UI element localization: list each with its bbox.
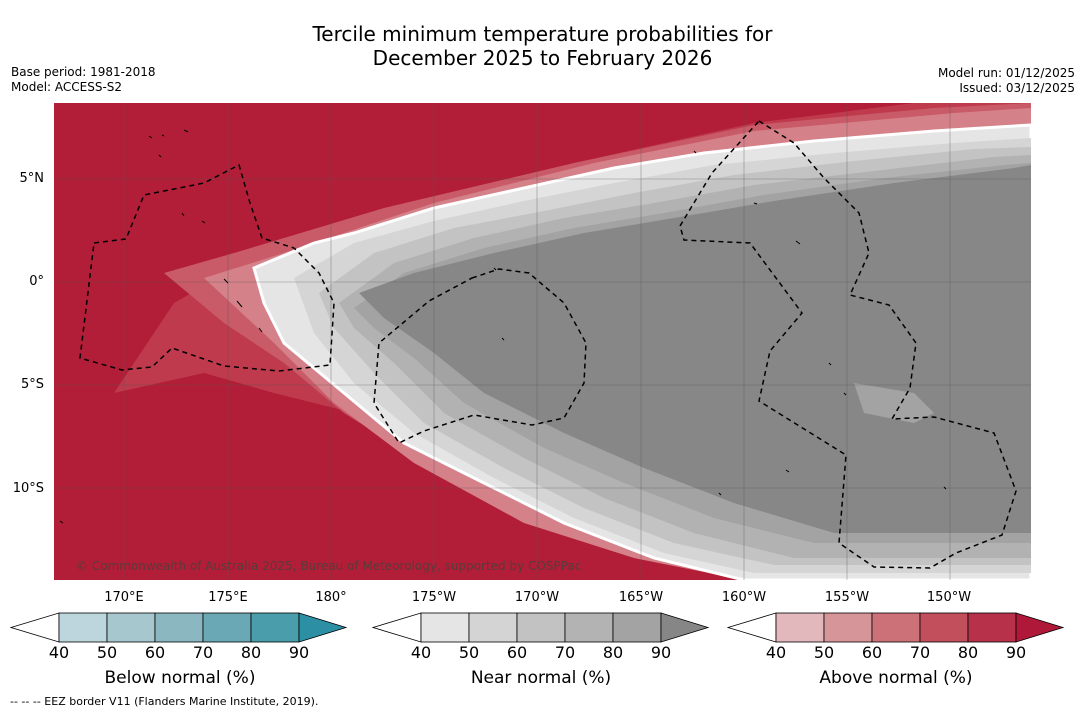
cb-near-tick-60: 60 — [506, 643, 528, 662]
colorbar-above-normal — [727, 612, 1065, 643]
lon-label-165w: 165°W — [618, 590, 664, 605]
eez-footnote: -- -- -- EEZ border V11 (Flanders Marine… — [10, 695, 319, 708]
metadata-left: Base period: 1981-2018 Model: ACCESS-S2 — [11, 65, 156, 95]
cb-below-tick-60: 60 — [144, 643, 166, 662]
probability-map — [54, 103, 1031, 580]
island-specks — [59, 129, 947, 524]
base-period: Base period: 1981-2018 — [11, 65, 156, 79]
cb-below-tick-90: 90 — [288, 643, 310, 662]
colorbar-above-swatch-4 — [919, 612, 969, 643]
colorbar-above-label: Above normal (%) — [819, 668, 973, 688]
cb-below-tick-50: 50 — [96, 643, 118, 662]
cb-below-tick-70: 70 — [192, 643, 214, 662]
cb-near-tick-90: 90 — [650, 643, 672, 662]
model-run: Model run: 01/12/2025 — [937, 66, 1075, 80]
lon-label-175e: 175°E — [208, 590, 248, 605]
colorbar-near-swatch-2 — [468, 612, 518, 643]
cb-above-tick-60: 60 — [861, 643, 883, 662]
colorbar-near-extend-high — [660, 612, 710, 643]
lat-label-5s: 5°S — [20, 377, 44, 392]
lon-label-170e: 170°E — [104, 590, 144, 605]
colorbar-below-swatch-2 — [106, 612, 156, 643]
cb-near-tick-70: 70 — [554, 643, 576, 662]
lon-label-155w: 155°W — [824, 590, 870, 605]
lat-label-0: 0° — [29, 274, 44, 289]
colorbar-below-swatch-3 — [154, 612, 204, 643]
colorbar-above-swatch-2 — [823, 612, 873, 643]
title-line-1: Tercile minimum temperature probabilitie… — [312, 22, 773, 46]
colorbar-below-extend-high — [298, 612, 348, 643]
colorbar-near-swatch-4 — [564, 612, 614, 643]
cb-near-tick-80: 80 — [602, 643, 624, 662]
colorbar-above-swatch-5 — [967, 612, 1017, 643]
eez-border-line-islands — [679, 120, 1017, 569]
cb-above-tick-40: 40 — [765, 643, 787, 662]
copyright-notice: © Commonwealth of Australia 2025, Bureau… — [76, 559, 582, 573]
chart-title: Tercile minimum temperature probabilitie… — [0, 22, 1085, 70]
colorbar-below-swatch-4 — [202, 612, 252, 643]
colorbar-above-swatches — [727, 612, 1065, 643]
model-name: Model: ACCESS-S2 — [11, 80, 123, 94]
title-line-2: December 2025 to February 2026 — [372, 46, 713, 70]
colorbar-below-swatch-1 — [58, 612, 108, 643]
lon-label-175w: 175°W — [411, 590, 457, 605]
colorbar-near-swatch-3 — [516, 612, 566, 643]
colorbar-near-swatch-1 — [420, 612, 470, 643]
colorbar-near-swatches — [372, 612, 710, 643]
lat-label-5n: 5°N — [19, 171, 45, 186]
lon-label-170w: 170°W — [514, 590, 560, 605]
cb-above-tick-90: 90 — [1005, 643, 1027, 662]
colorbar-below-normal — [10, 612, 348, 643]
metadata-right: Model run: 01/12/2025 Issued: 03/12/2025 — [938, 66, 1075, 96]
near-90-region — [359, 165, 1031, 533]
colorbar-below-extend-low — [10, 612, 60, 643]
cb-above-tick-50: 50 — [813, 643, 835, 662]
colorbar-above-swatch-1 — [775, 612, 825, 643]
cb-above-tick-80: 80 — [957, 643, 979, 662]
gridlines — [54, 103, 1031, 580]
colorbar-below-swatch-5 — [250, 612, 300, 643]
colorbar-near-label: Near normal (%) — [470, 668, 612, 688]
colorbar-near-normal — [372, 612, 710, 643]
lat-label-10s: 10°S — [12, 481, 44, 496]
eez-border-kiribati-gilbert — [79, 163, 335, 372]
eez-border-tokelau — [373, 268, 587, 444]
colorbar-above-extend-high — [1015, 612, 1065, 643]
cb-near-tick-40: 40 — [410, 643, 432, 662]
colorbar-above-extend-low — [727, 612, 777, 643]
lon-label-160w: 160°W — [721, 590, 767, 605]
lon-label-150w: 150°W — [926, 590, 972, 605]
colorbar-below-label: Below normal (%) — [104, 668, 256, 688]
colorbar-near-extend-low — [372, 612, 422, 643]
issued-date: Issued: 03/12/2025 — [959, 81, 1075, 95]
lon-label-180: 180° — [315, 590, 347, 605]
cb-above-tick-70: 70 — [909, 643, 931, 662]
colorbar-near-swatch-5 — [612, 612, 662, 643]
colorbar-above-swatch-3 — [871, 612, 921, 643]
colorbar-below-swatches — [10, 612, 348, 643]
cb-below-tick-40: 40 — [48, 643, 70, 662]
eez-borders — [79, 120, 1017, 569]
cb-below-tick-80: 80 — [240, 643, 262, 662]
near-80-inner — [854, 383, 934, 423]
cb-near-tick-50: 50 — [458, 643, 480, 662]
